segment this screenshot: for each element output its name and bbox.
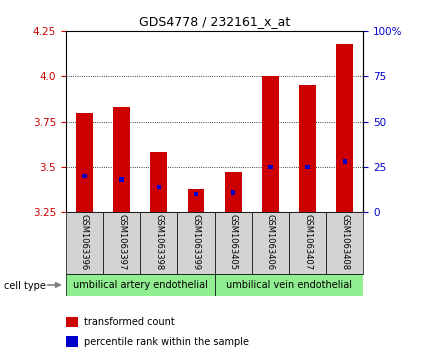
Text: GSM1063405: GSM1063405 [229,214,238,270]
Text: umbilical vein endothelial: umbilical vein endothelial [226,280,352,290]
Text: GSM1063408: GSM1063408 [340,214,349,270]
Text: GSM1063407: GSM1063407 [303,214,312,270]
Bar [326,212,363,274]
Title: GDS4778 / 232161_x_at: GDS4778 / 232161_x_at [139,15,290,28]
Bar [66,212,103,274]
Text: transformed count: transformed count [84,317,175,327]
Bar [66,317,78,327]
Bar [178,212,215,274]
Text: cell type: cell type [4,281,46,291]
Bar [76,113,93,212]
Text: GSM1063399: GSM1063399 [192,214,201,270]
Text: GSM1063397: GSM1063397 [117,214,126,270]
Bar [252,212,289,274]
Bar [66,274,215,296]
Bar [337,44,353,212]
Bar [156,185,161,189]
Text: percentile rank within the sample: percentile rank within the sample [84,337,249,347]
Text: umbilical artery endothelial: umbilical artery endothelial [73,280,208,290]
Bar [268,165,272,169]
Bar [215,212,252,274]
Bar [103,212,140,274]
Bar [231,190,235,195]
Bar [299,85,316,212]
Bar [119,178,124,182]
Bar [113,107,130,212]
Bar [150,152,167,212]
Bar [140,212,178,274]
Bar [262,76,279,212]
Bar [225,172,241,212]
Bar [66,336,78,347]
Bar [215,274,363,296]
Text: GSM1063398: GSM1063398 [154,214,163,270]
Text: GSM1063396: GSM1063396 [80,214,89,270]
Bar [289,212,326,274]
Bar [82,174,87,178]
Text: GSM1063406: GSM1063406 [266,214,275,270]
Bar [305,165,310,169]
Bar [194,192,198,196]
Bar [343,159,347,164]
Bar [188,189,204,212]
